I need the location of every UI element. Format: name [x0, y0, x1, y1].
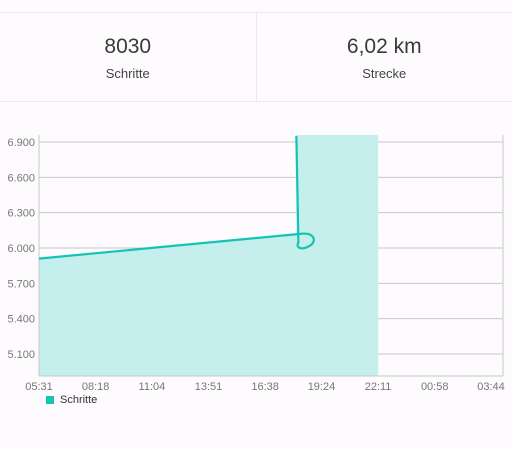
distance-stat[interactable]: 6,02 km Strecke [255, 13, 512, 101]
x-tick-label: 08:18 [82, 381, 110, 392]
x-tick-label: 00:58 [421, 381, 449, 392]
x-tick-label: 13:51 [195, 381, 223, 392]
x-tick-label: 05:31 [25, 381, 53, 392]
x-tick-label: 03:44 [477, 381, 505, 392]
steps-stat[interactable]: 8030 Schritte [0, 13, 256, 101]
series-line [38, 136, 315, 260]
x-tick-label: 19:24 [308, 381, 336, 392]
y-tick-label: 5.700 [7, 278, 35, 290]
legend-swatch [46, 396, 54, 404]
steps-value: 8030 [104, 34, 152, 58]
y-tick-label: 6.000 [7, 243, 35, 255]
series-area-block [296, 135, 379, 376]
y-tick-label: 5.400 [7, 314, 35, 326]
distance-label: Strecke [362, 65, 407, 81]
legend-label: Schritte [60, 394, 98, 406]
series-area [39, 135, 379, 376]
y-tick-label: 6.600 [7, 172, 35, 184]
x-tick-label: 22:11 [365, 381, 392, 392]
distance-value: 6,02 km [346, 34, 422, 58]
x-tick-label: 16:38 [251, 381, 279, 392]
y-tick-label: 6.900 [7, 137, 35, 149]
steps-chart[interactable]: 6.900 6.600 6.300 6.000 5.700 5.400 5.100 05:31… [0, 120, 512, 392]
chart-legend: Schritte [46, 394, 97, 406]
y-tick-label: 5.100 [7, 349, 35, 361]
stats-bar: 8030 Schritte 6,02 km Strecke [0, 12, 512, 102]
steps-label: Schritte [105, 65, 150, 81]
y-tick-label: 6.300 [7, 208, 35, 220]
x-tick-label: 11:04 [139, 381, 166, 392]
